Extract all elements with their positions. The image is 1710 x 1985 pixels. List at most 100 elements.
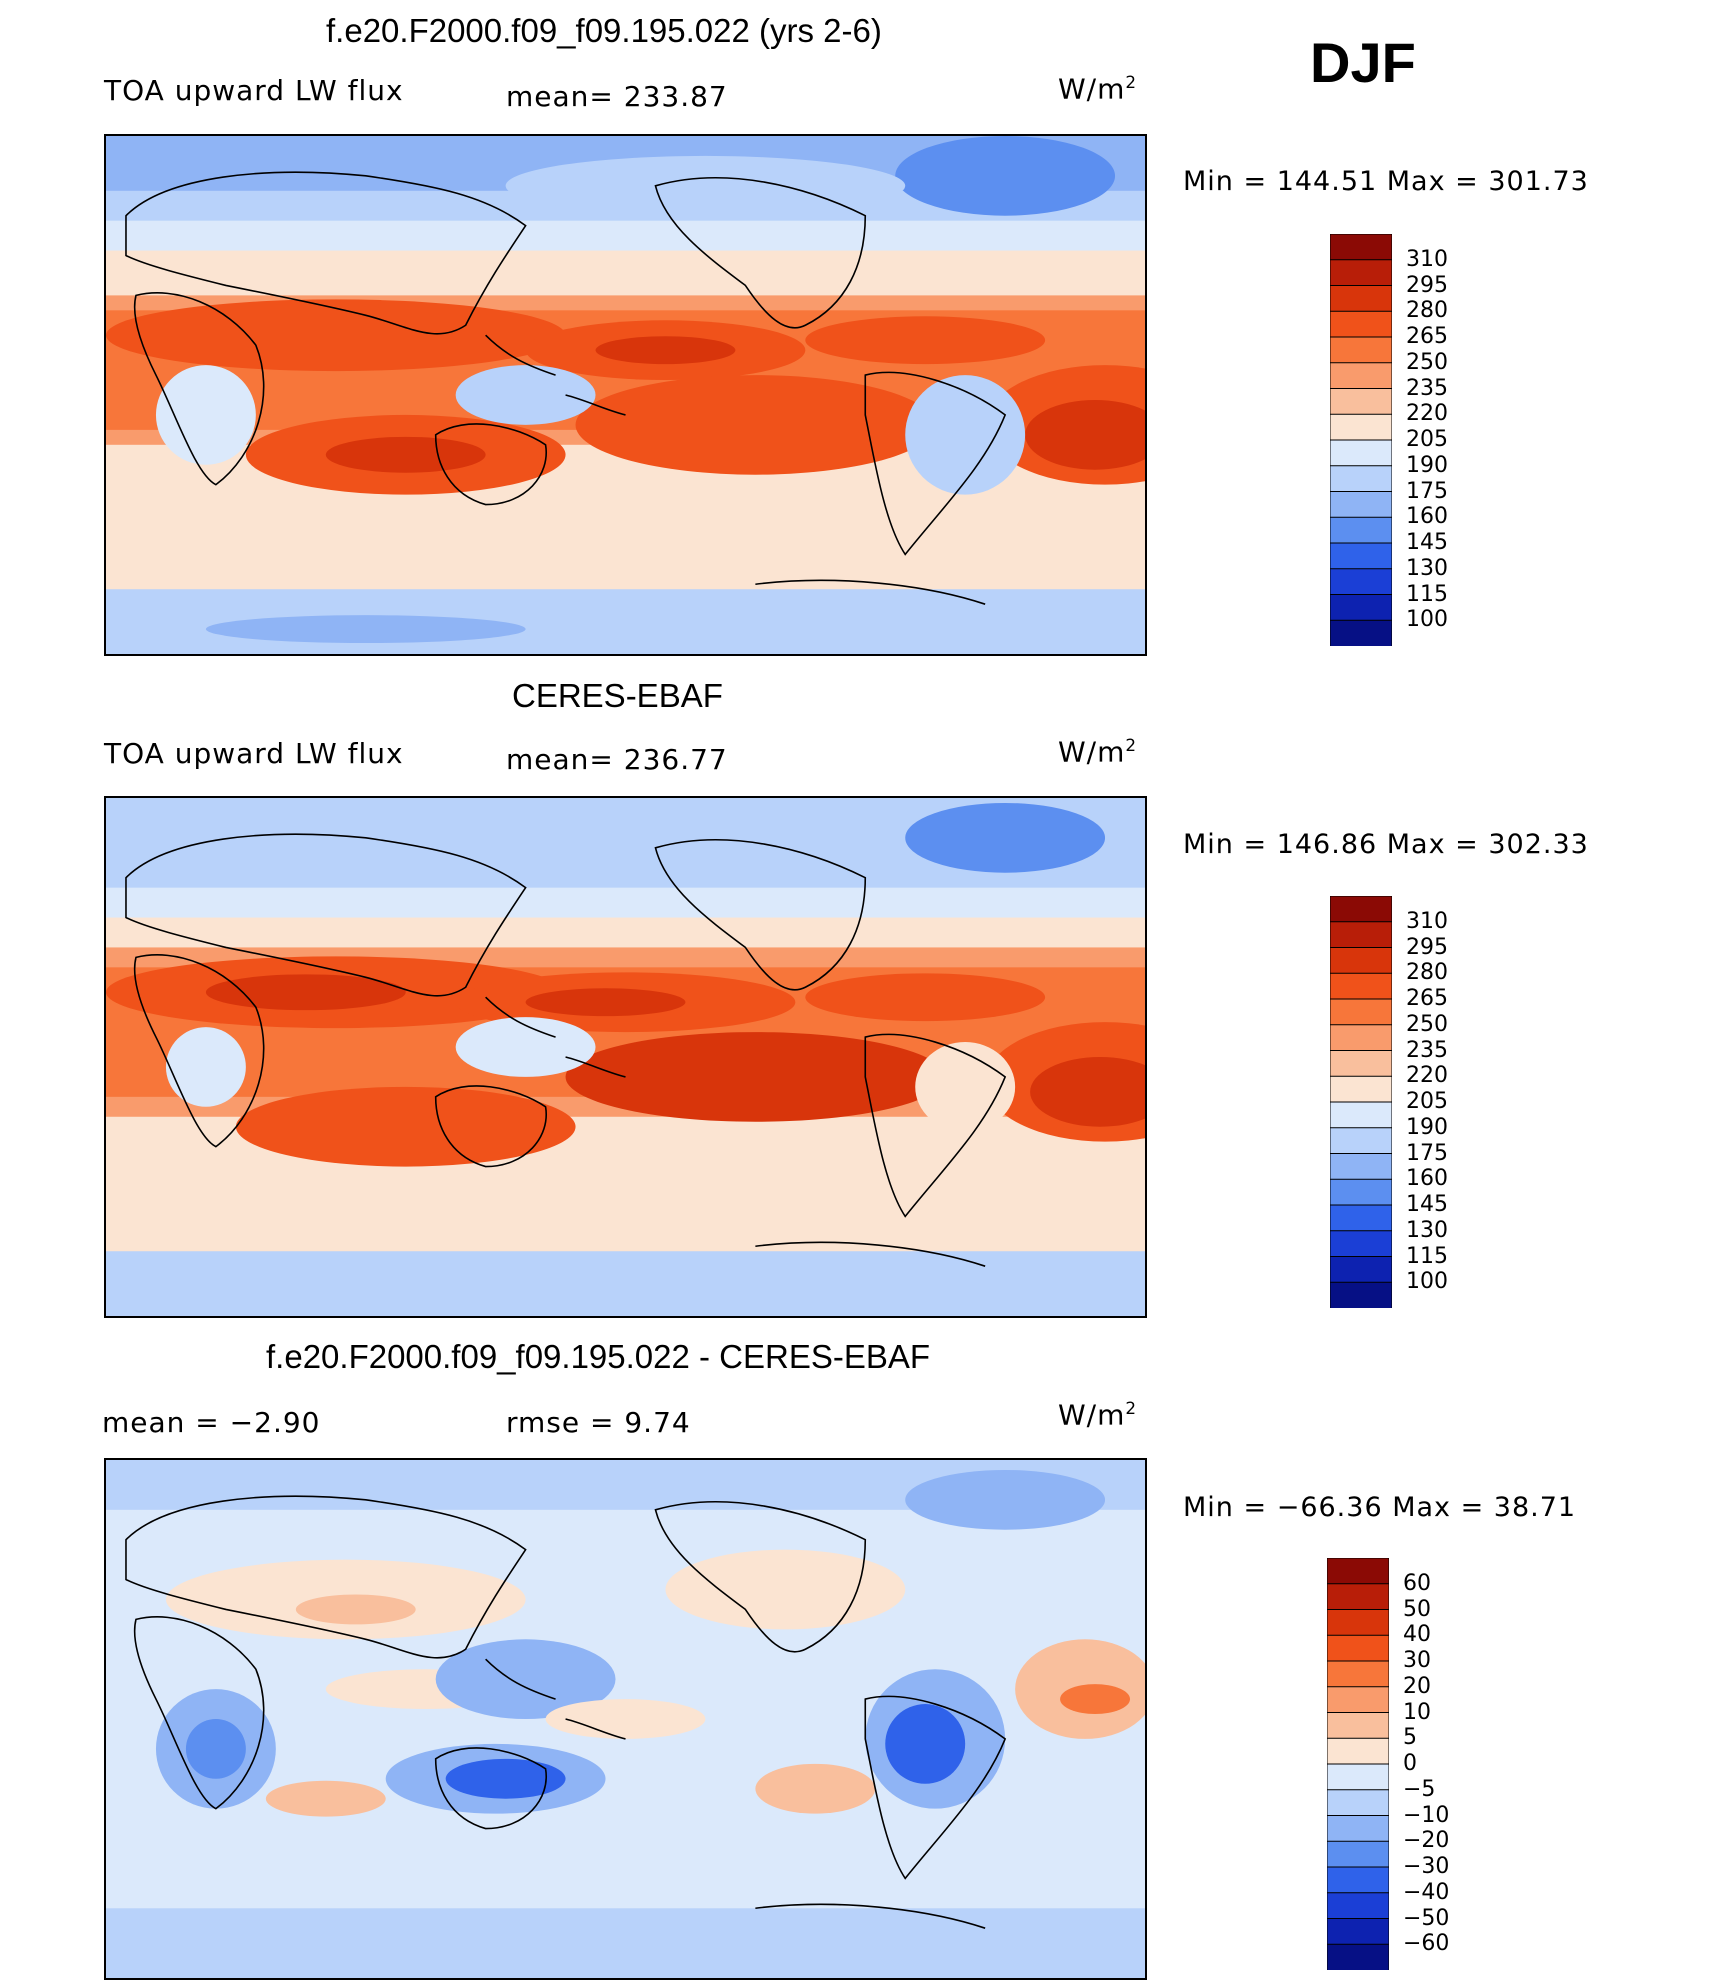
colorbar-swatch xyxy=(1330,336,1392,364)
panel1-minmax: Min = 144.51 Max = 301.73 xyxy=(1183,166,1589,197)
panel1-colorbar xyxy=(1330,234,1392,646)
colorbar-swatch xyxy=(1330,998,1392,1026)
colorbar-tick-label: 175 xyxy=(1406,1140,1448,1166)
colorbar-tick-label: 130 xyxy=(1406,555,1448,581)
colorbar-swatch xyxy=(1327,1866,1389,1894)
colorbar-tick-label: 295 xyxy=(1406,272,1448,298)
colorbar-swatch xyxy=(1330,285,1392,313)
colorbar-swatch xyxy=(1327,1892,1389,1920)
colorbar-tick-label: 310 xyxy=(1406,246,1448,272)
colorbar-swatch xyxy=(1330,1204,1392,1232)
colorbar-swatch xyxy=(1330,439,1392,467)
colorbar-tick-label: −40 xyxy=(1403,1879,1450,1905)
colorbar-tick-label: −60 xyxy=(1403,1931,1450,1957)
colorbar-swatch xyxy=(1330,1281,1392,1308)
colorbar-swatch xyxy=(1330,362,1392,390)
panel3-mean-label: mean = −2.90 xyxy=(102,1406,321,1439)
colorbar-swatch xyxy=(1330,516,1392,544)
colorbar-tick-label: 250 xyxy=(1406,1011,1448,1037)
colorbar-tick-label: −20 xyxy=(1403,1828,1450,1854)
season-label: DJF xyxy=(1310,31,1416,94)
panel3-colorbar xyxy=(1327,1558,1389,1970)
colorbar-swatch xyxy=(1327,1763,1389,1791)
colorbar-tick-label: −5 xyxy=(1403,1776,1436,1802)
panel2-colorbar xyxy=(1330,896,1392,1308)
colorbar-tick-label: 145 xyxy=(1406,1192,1448,1217)
colorbar-swatch xyxy=(1330,259,1392,287)
panel1-colorbar-swatches xyxy=(1330,234,1392,646)
colorbar-swatch xyxy=(1330,491,1392,519)
colorbar-tick-label: 220 xyxy=(1406,1063,1448,1089)
colorbar-swatch xyxy=(1330,310,1392,338)
panel2-title: CERES-EBAF xyxy=(512,677,723,714)
colorbar-tick-label: −50 xyxy=(1403,1905,1450,1931)
colorbar-tick-label: 40 xyxy=(1403,1622,1431,1648)
panel2-mean-label: mean= 236.77 xyxy=(506,743,728,776)
colorbar-tick-label: 235 xyxy=(1406,375,1448,401)
colorbar-swatch xyxy=(1327,1712,1389,1740)
colorbar-swatch xyxy=(1330,1178,1392,1206)
colorbar-tick-label: 220 xyxy=(1406,401,1448,427)
colorbar-swatch xyxy=(1330,234,1392,261)
colorbar-swatch xyxy=(1327,1583,1389,1611)
colorbar-swatch xyxy=(1327,1609,1389,1637)
colorbar-tick-label: 175 xyxy=(1406,478,1448,504)
colorbar-swatch xyxy=(1330,972,1392,1000)
panel2-map xyxy=(104,796,1147,1318)
colorbar-swatch xyxy=(1330,619,1392,646)
panel1-variable-label: TOA upward LW flux xyxy=(104,74,404,107)
colorbar-swatch xyxy=(1330,568,1392,596)
panel2-units: W/m2 xyxy=(1058,735,1138,769)
colorbar-swatch xyxy=(1327,1660,1389,1688)
colorbar-tick-label: 100 xyxy=(1406,1269,1448,1295)
panel3-units: W/m2 xyxy=(1058,1398,1138,1432)
colorbar-tick-label: −30 xyxy=(1403,1854,1450,1879)
colorbar-tick-label: 190 xyxy=(1406,452,1448,478)
colorbar-tick-label: 205 xyxy=(1406,1089,1448,1114)
colorbar-swatch xyxy=(1327,1737,1389,1765)
colorbar-swatch xyxy=(1330,388,1392,416)
colorbar-tick-label: 50 xyxy=(1403,1596,1431,1622)
panel2-colorbar-swatches xyxy=(1330,896,1392,1308)
colorbar-tick-label: −10 xyxy=(1403,1802,1450,1828)
colorbar-swatch xyxy=(1330,1050,1392,1078)
colorbar-tick-label: 60 xyxy=(1403,1570,1431,1596)
panel3-title: f.e20.F2000.f09_f09.195.022 - CERES-EBAF xyxy=(266,1338,931,1375)
colorbar-tick-label: 145 xyxy=(1406,530,1448,555)
colorbar-tick-label: 10 xyxy=(1403,1699,1431,1725)
colorbar-swatch xyxy=(1330,1256,1392,1284)
colorbar-tick-label: 250 xyxy=(1406,349,1448,375)
panel3-minmax: Min = −66.36 Max = 38.71 xyxy=(1183,1492,1577,1523)
panel2-variable-label: TOA upward LW flux xyxy=(104,737,404,770)
panel2-minmax: Min = 146.86 Max = 302.33 xyxy=(1183,829,1589,860)
colorbar-swatch xyxy=(1330,465,1392,493)
panel3-map xyxy=(104,1458,1147,1980)
colorbar-swatch xyxy=(1327,1815,1389,1843)
colorbar-tick-label: 280 xyxy=(1406,960,1448,986)
colorbar-tick-label: 5 xyxy=(1403,1725,1417,1751)
colorbar-swatch xyxy=(1327,1943,1389,1970)
panel1-title: f.e20.F2000.f09_f09.195.022 (yrs 2-6) xyxy=(326,12,882,49)
colorbar-swatch xyxy=(1330,1127,1392,1155)
colorbar-swatch xyxy=(1327,1558,1389,1585)
colorbar-swatch xyxy=(1330,1230,1392,1258)
colorbar-tick-label: 115 xyxy=(1406,1243,1448,1269)
colorbar-swatch xyxy=(1330,947,1392,975)
colorbar-tick-label: 265 xyxy=(1406,324,1448,349)
colorbar-swatch xyxy=(1330,1024,1392,1052)
colorbar-tick-label: 100 xyxy=(1406,607,1448,633)
colorbar-tick-label: 205 xyxy=(1406,427,1448,452)
colorbar-swatch xyxy=(1330,1075,1392,1103)
colorbar-swatch xyxy=(1330,542,1392,570)
colorbar-swatch xyxy=(1327,1634,1389,1662)
colorbar-tick-label: 30 xyxy=(1403,1648,1431,1673)
colorbar-swatch xyxy=(1327,1789,1389,1817)
panel1-mean-label: mean= 233.87 xyxy=(506,80,728,113)
colorbar-swatch xyxy=(1330,413,1392,441)
colorbar-tick-label: 265 xyxy=(1406,986,1448,1011)
colorbar-swatch xyxy=(1330,1101,1392,1129)
colorbar-tick-label: 190 xyxy=(1406,1114,1448,1140)
colorbar-tick-label: 115 xyxy=(1406,581,1448,607)
colorbar-tick-label: 20 xyxy=(1403,1673,1431,1699)
colorbar-tick-label: 0 xyxy=(1403,1751,1417,1776)
